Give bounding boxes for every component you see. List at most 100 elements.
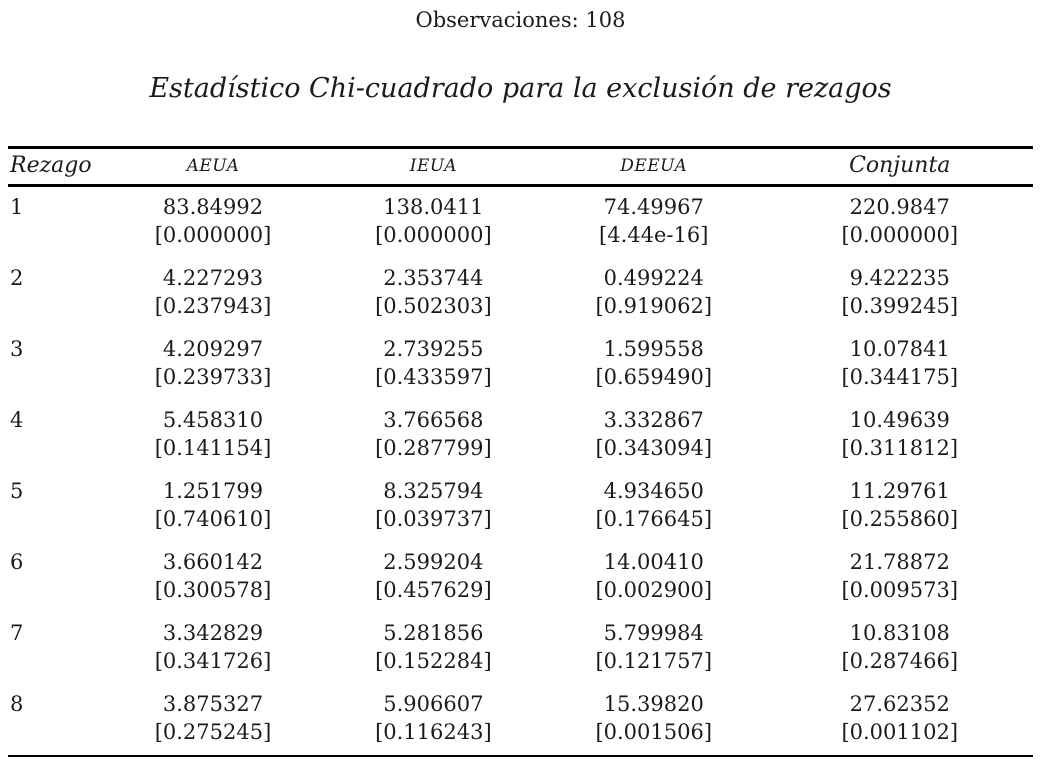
pvalue-cell-deeua: [0.919062]	[595, 294, 713, 318]
table-row-pvalues: [0.000000] [0.000000] [4.44e-16] [0.0000…	[8, 221, 1033, 258]
stat-cell-deeua: 14.00410	[603, 550, 704, 574]
table-row-stats: 6 3.660142 2.599204 14.00410 21.78872	[8, 542, 1033, 576]
pvalue-cell-ieua: [0.039737]	[375, 507, 492, 531]
table-row-pvalues: [0.237943] [0.502303] [0.919062] [0.3992…	[8, 292, 1033, 329]
lag-cell: 3	[10, 337, 24, 361]
pvalue-cell-ieua: [0.287799]	[375, 436, 492, 460]
table-row-pvalues: [0.300578] [0.457629] [0.002900] [0.0095…	[8, 576, 1033, 613]
column-header-deeua: DEEUA	[541, 147, 767, 187]
column-header-rezago: Rezago	[8, 147, 101, 187]
pvalue-cell-conjunta: [0.009573]	[841, 578, 959, 602]
table-row-pvalues: [0.275245] [0.116243] [0.001506] [0.0011…	[8, 718, 1033, 756]
column-header-aeua: AEUA	[100, 147, 326, 187]
lag-cell: 7	[10, 621, 24, 645]
pvalue-cell-aeua: [0.275245]	[154, 720, 272, 744]
lag-cell: 8	[10, 692, 24, 716]
pvalue-cell-aeua: [0.300578]	[154, 578, 272, 602]
stat-cell-conjunta: 27.62352	[849, 692, 950, 716]
stat-cell-aeua: 3.342829	[162, 621, 264, 645]
stat-cell-aeua: 3.875327	[162, 692, 264, 716]
pvalue-cell-aeua: [0.000000]	[154, 223, 272, 247]
table-row-stats: 3 4.209297 2.739255 1.599558 10.07841	[8, 329, 1033, 363]
pvalue-cell-deeua: [0.121757]	[595, 649, 713, 673]
table-row-pvalues: [0.239733] [0.433597] [0.659490] [0.3441…	[8, 363, 1033, 400]
stat-cell-deeua: 15.39820	[603, 692, 704, 716]
pvalue-cell-ieua: [0.457629]	[375, 578, 492, 602]
stat-cell-aeua: 3.660142	[162, 550, 264, 574]
table-title: Estadístico Chi-cuadrado para la exclusi…	[149, 73, 892, 104]
observations-text: Observaciones: 108	[415, 8, 626, 32]
stat-cell-deeua: 1.599558	[603, 337, 704, 361]
stat-cell-conjunta: 220.9847	[849, 195, 950, 219]
table-header: Rezago AEUA IEUA DEEUA Conjunta	[8, 147, 1033, 187]
table-row-stats: 7 3.342829 5.281856 5.799984 10.83108	[8, 613, 1033, 647]
stat-cell-deeua: 74.49967	[603, 195, 704, 219]
pvalue-cell-ieua: [0.502303]	[375, 294, 492, 318]
table-row-pvalues: [0.141154] [0.287799] [0.343094] [0.3118…	[8, 434, 1033, 471]
stat-cell-conjunta: 9.422235	[849, 266, 950, 290]
stat-cell-aeua: 5.458310	[162, 408, 264, 432]
chi-squared-table: Rezago AEUA IEUA DEEUA Conjunta 1 83.849…	[8, 146, 1033, 757]
stat-cell-deeua: 3.332867	[603, 408, 704, 432]
stat-cell-ieua: 2.353744	[383, 266, 484, 290]
lag-cell: 5	[10, 479, 24, 503]
pvalue-cell-deeua: [0.002900]	[595, 578, 713, 602]
pvalue-cell-aeua: [0.341726]	[154, 649, 272, 673]
table-row-stats: 4 5.458310 3.766568 3.332867 10.49639	[8, 400, 1033, 434]
stat-cell-ieua: 3.766568	[383, 408, 484, 432]
stat-cell-conjunta: 21.78872	[849, 550, 950, 574]
stat-cell-conjunta: 10.07841	[849, 337, 950, 361]
column-header-ieua: IEUA	[325, 147, 541, 187]
stat-cell-ieua: 8.325794	[383, 479, 484, 503]
lag-cell: 2	[10, 266, 24, 290]
pvalue-cell-conjunta: [0.001102]	[841, 720, 959, 744]
pvalue-cell-deeua: [0.343094]	[595, 436, 713, 460]
table-header-row: Rezago AEUA IEUA DEEUA Conjunta	[8, 147, 1033, 187]
table-row-pvalues: [0.740610] [0.039737] [0.176645] [0.2558…	[8, 505, 1033, 542]
pvalue-cell-ieua: [0.116243]	[375, 720, 492, 744]
table-row-stats: 8 3.875327 5.906607 15.39820 27.62352	[8, 684, 1033, 718]
pvalue-cell-deeua: [4.44e-16]	[599, 223, 709, 247]
stat-cell-aeua: 1.251799	[162, 479, 264, 503]
stat-cell-aeua: 83.84992	[162, 195, 264, 219]
pvalue-cell-ieua: [0.433597]	[375, 365, 492, 389]
table-row-stats: 5 1.251799 8.325794 4.934650 11.29761	[8, 471, 1033, 505]
document-page: Observaciones: 108 Estadístico Chi-cuadr…	[0, 6, 1041, 772]
pvalue-cell-deeua: [0.176645]	[595, 507, 713, 531]
column-header-conjunta: Conjunta	[766, 147, 1033, 187]
stat-cell-ieua: 2.739255	[383, 337, 484, 361]
lag-cell: 1	[10, 195, 24, 219]
pvalue-cell-conjunta: [0.311812]	[841, 436, 959, 460]
lag-cell: 4	[10, 408, 24, 432]
table-row-stats: 2 4.227293 2.353744 0.499224 9.422235	[8, 258, 1033, 292]
pvalue-cell-aeua: [0.740610]	[154, 507, 272, 531]
stat-cell-ieua: 5.906607	[383, 692, 484, 716]
stat-cell-ieua: 2.599204	[383, 550, 484, 574]
stat-cell-conjunta: 10.83108	[849, 621, 950, 645]
stat-cell-deeua: 4.934650	[603, 479, 704, 503]
stat-cell-ieua: 5.281856	[383, 621, 484, 645]
pvalue-cell-conjunta: [0.000000]	[841, 223, 959, 247]
pvalue-cell-ieua: [0.000000]	[375, 223, 492, 247]
stat-cell-aeua: 4.227293	[162, 266, 264, 290]
pvalue-cell-conjunta: [0.399245]	[841, 294, 959, 318]
table-row-stats: 1 83.84992 138.0411 74.49967 220.9847	[8, 186, 1033, 222]
table-body: 1 83.84992 138.0411 74.49967 220.9847 [0…	[8, 186, 1033, 757]
pvalue-cell-aeua: [0.237943]	[154, 294, 272, 318]
stat-cell-conjunta: 10.49639	[849, 408, 950, 432]
table-row-pvalues: [0.341726] [0.152284] [0.121757] [0.2874…	[8, 647, 1033, 684]
pvalue-cell-aeua: [0.141154]	[154, 436, 272, 460]
stat-cell-ieua: 138.0411	[383, 195, 484, 219]
pvalue-cell-deeua: [0.001506]	[595, 720, 713, 744]
stat-cell-deeua: 0.499224	[603, 266, 704, 290]
pvalue-cell-aeua: [0.239733]	[154, 365, 272, 389]
stat-cell-aeua: 4.209297	[162, 337, 264, 361]
lag-cell: 6	[10, 550, 24, 574]
pvalue-cell-conjunta: [0.255860]	[841, 507, 959, 531]
stat-cell-deeua: 5.799984	[603, 621, 704, 645]
pvalue-cell-conjunta: [0.287466]	[841, 649, 959, 673]
pvalue-cell-deeua: [0.659490]	[595, 365, 713, 389]
pvalue-cell-conjunta: [0.344175]	[841, 365, 959, 389]
pvalue-cell-ieua: [0.152284]	[375, 649, 492, 673]
stat-cell-conjunta: 11.29761	[849, 479, 950, 503]
